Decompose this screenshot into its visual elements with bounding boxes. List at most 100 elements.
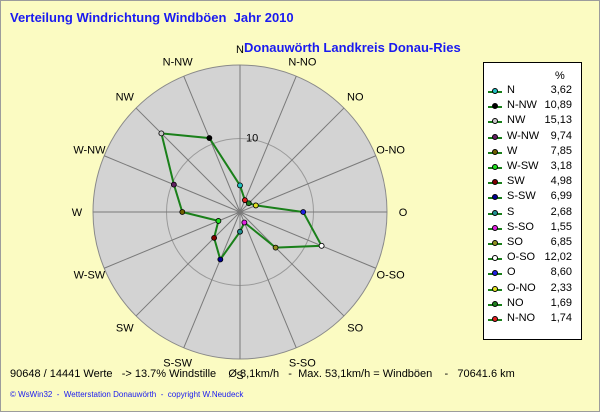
spoke-n-no (239, 75, 297, 213)
direction-label-n-no: N-NO (288, 56, 317, 68)
legend-item: NO 1,69 (486, 297, 578, 312)
legend-item: W-NW 9,74 (486, 130, 578, 145)
direction-labels: N N-NW NW W-NW W W-SW SW S-SW S S-SO SO O-SO O O-NO NO… (72, 44, 408, 382)
legend-marker-icon (492, 255, 498, 262)
direction-label-n-nw: N-NW (163, 56, 194, 68)
data-point-n-nw (206, 135, 213, 141)
legend-label: O (507, 266, 516, 279)
legend-value: 1,74 (550, 312, 572, 324)
spoke-s-so (239, 211, 297, 349)
data-point-n (237, 182, 243, 189)
legend-item: N-NO 1,74 (486, 312, 578, 327)
legend-label: O-SO (507, 251, 536, 264)
legend-item: S 2,68 (486, 206, 578, 221)
data-point-w-nw (170, 181, 177, 188)
legend-label: W (507, 144, 518, 157)
legend-value: 7,85 (550, 144, 572, 157)
legend-label: W-SW (507, 160, 539, 172)
legend-value: 12,02 (544, 251, 572, 264)
legend-value: 9,74 (550, 129, 572, 142)
spoke-nw (135, 107, 241, 213)
legend-value: 4,98 (550, 175, 572, 188)
data-point-s-sw (217, 256, 224, 263)
legend-marker-icon (492, 133, 498, 140)
direction-label-nw: NW (116, 92, 135, 104)
legend-marker-icon (492, 103, 498, 110)
direction-label-sw: SW (116, 322, 134, 334)
legend-marker-icon (492, 164, 498, 170)
legend-item: O 8,60 (486, 266, 578, 281)
direction-label-so: SO (347, 322, 363, 334)
legend-marker-icon (492, 300, 498, 307)
legend-item: O-SO 12,02 (486, 251, 578, 266)
legend-marker-icon (492, 148, 498, 155)
direction-label-s-so: S-SO (289, 358, 316, 370)
polar-grid: 10 (92, 64, 388, 360)
legend-label: O-NO (507, 281, 536, 294)
legend-value: 6,85 (550, 236, 572, 248)
direction-label-o-no: O-NO (376, 145, 405, 157)
legend-label: S (507, 205, 515, 218)
legend-label: N (507, 84, 515, 96)
spoke-n-nw (183, 75, 241, 213)
legend-label: S-SW (507, 190, 536, 203)
legend-value: 2,68 (550, 205, 572, 218)
spoke-sw (135, 211, 241, 317)
legend-item: S-SO 1,55 (486, 221, 578, 236)
legend (483, 62, 582, 340)
data-point-w (179, 209, 186, 215)
spoke-o-so (239, 211, 377, 269)
data-point-w-sw (215, 218, 222, 224)
spoke-s-sw (183, 211, 241, 349)
legend-value: 3,62 (550, 84, 572, 96)
data-point-s (237, 228, 243, 235)
legend-item: NW 15,13 (486, 114, 578, 129)
legend-value: 3,18 (550, 160, 572, 172)
legend-label: S-SO (507, 220, 534, 233)
direction-label-o-so: O-SO (377, 269, 406, 281)
legend-value: 2,33 (550, 281, 572, 294)
footer-stats: 90648 / 14441 Werte -> 13.7% Windstille … (10, 368, 515, 380)
data-point-sw (211, 234, 218, 241)
direction-label-no: NO (347, 92, 364, 104)
data-point-o-so (318, 242, 325, 249)
direction-label-s: S (236, 370, 243, 382)
legend-value: 10,89 (544, 99, 572, 112)
legend-marker-icon (492, 209, 498, 216)
legend-marker-icon (492, 224, 498, 231)
direction-label-o: O (399, 207, 408, 219)
legend-label: NW (507, 114, 526, 127)
legend-label: NO (507, 296, 524, 309)
legend-label: N-NO (507, 312, 536, 324)
ring-label: 10 (246, 133, 258, 145)
wind-series (158, 130, 325, 263)
legend-value: 1,55 (550, 220, 572, 233)
legend-marker-icon (492, 88, 498, 94)
direction-label-w-nw: W-NW (73, 145, 106, 157)
legend-label: SO (507, 236, 523, 248)
legend-marker-icon (492, 118, 498, 125)
legend-item: N 3,62 (486, 84, 578, 99)
legend-item: N-NW 10,89 (486, 99, 578, 114)
data-point-o (300, 209, 307, 215)
spoke-o-no (239, 155, 377, 213)
data-point-so (272, 244, 279, 251)
spoke-so (239, 211, 345, 317)
legend-item: S-SW 6,99 (486, 190, 578, 205)
legend-item: W-SW 3,18 (486, 160, 578, 175)
legend-label: N-NW (507, 99, 537, 112)
direction-label-n: N (236, 44, 244, 56)
data-point-n-no (241, 197, 248, 204)
legend-item: SO 6,85 (486, 236, 578, 251)
legend-marker-icon (492, 179, 498, 186)
spoke-no (239, 107, 345, 213)
legend-marker-icon (492, 316, 498, 322)
legend-marker-icon (492, 270, 498, 277)
legend-value: 8,60 (550, 266, 572, 279)
direction-label-w: W (72, 207, 83, 219)
legend-item: W 7,85 (486, 145, 578, 160)
legend-marker-icon (492, 285, 498, 292)
legend-value: 15,13 (544, 114, 572, 127)
data-point-nw (158, 130, 165, 137)
